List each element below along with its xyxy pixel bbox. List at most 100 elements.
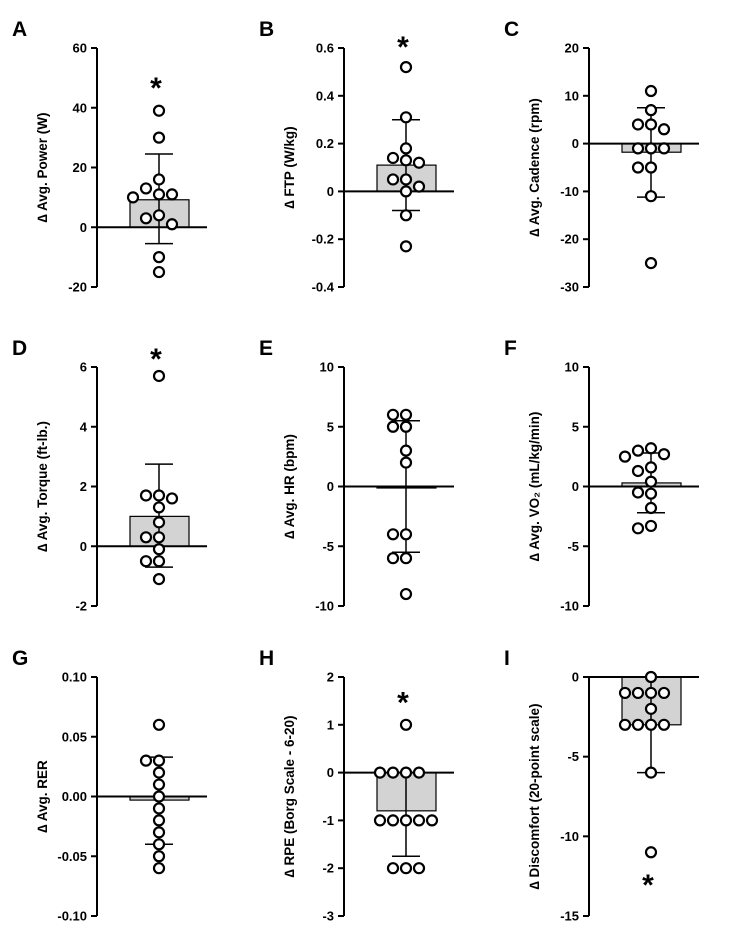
data-point <box>152 543 166 556</box>
y-tick-label: 0.05 <box>62 729 87 744</box>
y-tick-label: 0 <box>572 670 579 685</box>
data-point <box>165 218 179 231</box>
data-point <box>152 790 166 803</box>
data-point <box>386 862 400 875</box>
y-tick-label: 2 <box>80 479 87 494</box>
data-point <box>152 573 166 586</box>
y-axis-label: ∆ Avg. Power (W) <box>35 112 50 222</box>
data-point <box>152 516 166 529</box>
data-point <box>399 154 413 167</box>
y-tick-label: -10 <box>560 829 579 844</box>
data-point <box>139 555 153 568</box>
data-point <box>152 489 166 502</box>
data-point <box>618 686 632 700</box>
data-point <box>139 489 153 502</box>
data-point <box>152 251 166 264</box>
data-point <box>152 188 166 201</box>
data-point <box>152 369 166 383</box>
data-point <box>644 190 658 203</box>
data-point <box>139 212 153 225</box>
data-point <box>386 408 400 421</box>
data-point <box>399 814 413 827</box>
y-tick-label: -20 <box>68 280 87 295</box>
y-tick-label: -2 <box>75 599 87 614</box>
y-tick-label: 5 <box>327 419 334 434</box>
significance-marker: * <box>150 72 162 105</box>
data-point <box>152 104 166 117</box>
data-point <box>386 173 400 186</box>
data-point <box>399 766 413 779</box>
data-point <box>644 686 658 700</box>
y-tick-label: -30 <box>560 280 579 295</box>
y-tick-label: -15 <box>560 909 579 924</box>
data-point <box>152 754 166 767</box>
y-axis-label: ∆ RPE (Borg Scale - 6-20) <box>282 715 297 877</box>
data-point <box>644 118 658 131</box>
panel-i: I -15 -10 -5 0 * ∆ Discomfort (20-point scale) <box>504 647 699 924</box>
data-point <box>412 156 426 169</box>
y-tick-label: 10 <box>320 360 334 375</box>
data-point <box>644 442 658 455</box>
data-point <box>152 826 166 839</box>
data-point <box>152 862 166 875</box>
y-tick-label: -2 <box>322 861 334 876</box>
data-point <box>152 501 166 514</box>
y-tick-label: 0 <box>327 765 334 780</box>
y-tick-label: 0.2 <box>316 136 334 151</box>
panel-g: G -0.10 -0.05 0.00 0.05 0.10 ∆ Avg. RER <box>12 647 207 924</box>
data-point <box>631 718 645 731</box>
data-point <box>386 766 400 779</box>
data-point <box>399 528 413 541</box>
data-point <box>644 461 658 474</box>
y-tick-label: -0.4 <box>312 280 335 295</box>
y-tick-label: 0 <box>327 184 334 199</box>
panel-letter: F <box>504 337 517 360</box>
data-point <box>165 188 179 201</box>
panel-a: A -20 0 20 40 60 * ∆ Avg. Power (W) <box>12 18 207 295</box>
data-point <box>152 718 166 731</box>
panel-letter: I <box>504 647 510 670</box>
data-point <box>644 501 658 515</box>
y-tick-label: -10 <box>560 184 579 199</box>
y-tick-label: 0 <box>327 479 334 494</box>
data-point <box>386 528 400 541</box>
y-tick-label: 0 <box>80 220 87 235</box>
data-point <box>631 522 645 535</box>
data-point <box>631 464 645 478</box>
y-tick-label: -10 <box>315 599 334 614</box>
y-tick-label: 20 <box>73 160 87 175</box>
data-point <box>631 142 645 155</box>
panel-d: D -2 0 2 4 6 * ∆ Avg. Torque (ft-lb.) <box>12 337 207 614</box>
panel-letter: D <box>12 337 27 360</box>
data-point <box>644 487 658 500</box>
panel-letter: B <box>259 18 274 41</box>
data-point <box>618 450 632 463</box>
data-point <box>425 814 439 827</box>
data-point <box>631 118 645 131</box>
data-point <box>386 552 400 565</box>
y-tick-label: 0 <box>572 479 579 494</box>
data-point <box>386 151 400 165</box>
data-point <box>399 185 413 198</box>
panel-letter: A <box>12 18 27 41</box>
significance-marker: * <box>150 343 162 376</box>
y-tick-label: -5 <box>567 749 579 764</box>
data-point <box>152 814 166 827</box>
data-point <box>139 531 153 544</box>
data-point <box>152 838 166 851</box>
data-point <box>644 257 658 270</box>
data-point <box>644 475 658 488</box>
y-axis-label: ∆ Avg. Cadence (rpm) <box>527 98 542 237</box>
data-point <box>412 766 426 779</box>
data-point <box>644 766 658 779</box>
data-point <box>399 718 413 731</box>
data-point <box>139 754 153 767</box>
data-point <box>152 555 166 568</box>
data-point <box>139 182 153 195</box>
data-point <box>412 180 426 193</box>
data-point <box>152 265 166 279</box>
data-point <box>165 492 179 505</box>
data-point <box>399 408 413 421</box>
data-point <box>152 173 166 186</box>
y-tick-label: -3 <box>322 909 334 924</box>
